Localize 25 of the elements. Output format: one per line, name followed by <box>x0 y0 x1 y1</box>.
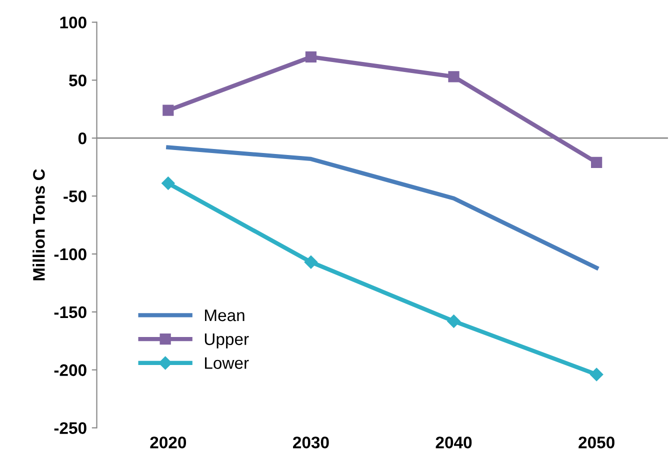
legend-label: Upper <box>204 333 249 348</box>
y-tick-label: -250 <box>54 422 86 434</box>
y-tick-label: -200 <box>54 364 86 376</box>
point <box>304 256 318 269</box>
x-tick-label: 2020 <box>150 436 186 448</box>
y-tick-label: 100 <box>60 16 86 28</box>
point <box>305 51 317 63</box>
x-tick-label: 2040 <box>436 436 472 448</box>
point <box>162 104 174 116</box>
legend-label: Lower <box>205 357 249 369</box>
line-series <box>166 145 599 270</box>
y-tick-label: -50 <box>64 190 86 202</box>
y-axis-title: Million Tons C <box>32 169 45 280</box>
point <box>162 176 175 190</box>
y-tick-label: 50 <box>69 74 86 86</box>
point <box>447 314 460 328</box>
legend-label: Mean <box>205 310 244 322</box>
x-tick-label: 2050 <box>578 436 614 448</box>
y-tick-label: -150 <box>54 306 86 318</box>
y-tick-label: -100 <box>54 248 86 260</box>
x-tick-label: 2030 <box>293 436 329 448</box>
point <box>448 71 460 82</box>
point <box>591 156 602 168</box>
y-tick-label: 0 <box>78 132 86 144</box>
point <box>590 368 604 382</box>
